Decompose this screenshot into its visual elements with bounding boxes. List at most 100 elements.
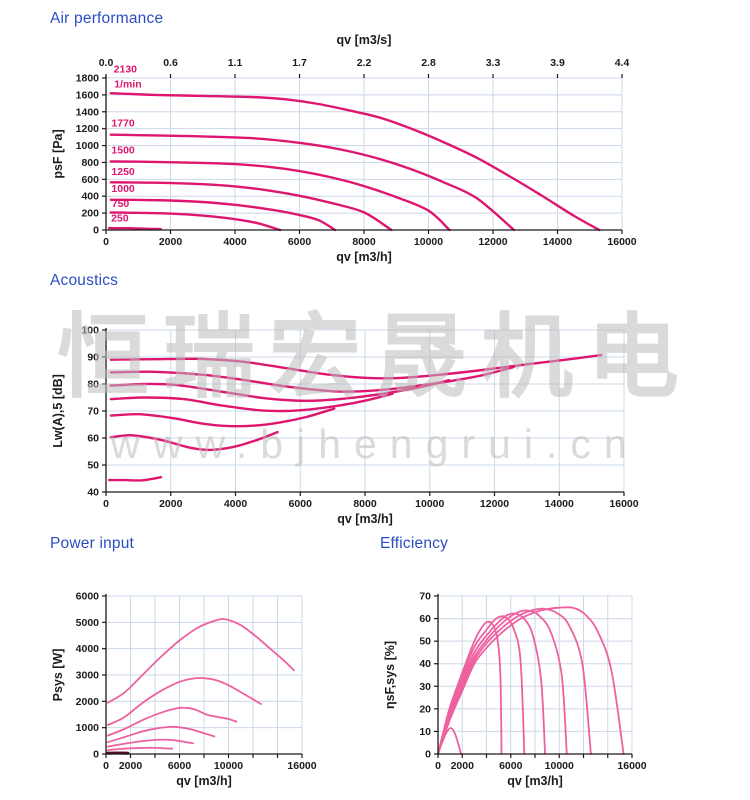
x-tick-label: 16000 [287,760,316,772]
x-tick-label: 0 [103,498,109,510]
y-tick-label: 1000 [76,722,100,734]
power-input-chart: 0 2000 6000 10000 16000 0 1000 2000 3000 4000 5000… [40,558,360,800]
efficiency-svg: 0 2000 6000 10000 16000 0 10 20 30 40 50 60 70 qv [m3… [383,591,647,789]
x-top-tick-label: 2.2 [357,57,372,69]
x-tick-label: 10000 [214,760,243,772]
acoustics-title: Acoustics [50,272,119,289]
air_performance-svg: 0 2000 4000 6000 8000 10000 12000 14000 16000 0 20… [51,33,637,264]
y-tick-label: 50 [419,636,431,648]
series-1770-curve [109,133,516,232]
x-tick-label: 2000 [119,760,143,772]
gridlines [105,595,303,755]
x-top-tick-label: 3.9 [550,57,565,69]
x-tick-label: 0 [103,760,109,772]
series-1770-curve [109,365,516,393]
air-performance-title: Air performance [50,10,164,27]
series-group [105,618,295,755]
acoustics-chart: 0 2000 4000 6000 8000 10000 12000 14000 16000 40 5… [40,300,700,538]
x-tick-label: 0 [103,236,109,248]
y-tick-label: 20 [419,703,431,715]
series-1250-curve [109,181,393,232]
x-tick-label: 10000 [414,236,443,248]
series-1250-curve [106,725,216,744]
series-1500-curve [109,160,451,232]
x-axis-title: qv [m3/h] [337,512,393,526]
series-2130-curve [106,618,295,704]
series-1000-curve [109,198,337,232]
x-tick-label: 6000 [289,498,313,510]
series-750-curve [109,430,279,452]
y-tick-label: 2000 [76,696,100,708]
series-2130-curve [109,353,603,380]
y-tick-label: 400 [81,191,99,203]
x-axis-title: qv [m3/h] [176,774,232,788]
x-top-tick-label: 4.4 [615,57,630,69]
curve-label-1250: 1250 [111,166,135,178]
power_input-svg: 0 2000 6000 10000 16000 0 1000 2000 3000 4000 5000… [51,591,317,789]
x-tick-label: 10000 [545,760,574,772]
power-input-title: Power input [50,535,135,552]
y-axis-title: psF [Pa] [51,129,65,178]
axes: 0 2000 4000 6000 8000 10000 12000 14000 16000 40 5… [51,325,639,527]
x-top-tick-label: 0.6 [163,57,178,69]
y-tick-label: 90 [87,352,99,364]
x-tick-label: 0 [435,760,441,772]
y-axis-title: Lw(A),5 [dB] [51,374,65,448]
series-group [108,353,603,482]
series-1000-curve [437,615,526,755]
y-tick-label: 800 [81,157,99,169]
axes: 0 2000 6000 10000 16000 0 10 20 30 40 50 60 70 qv [m3… [383,591,647,789]
y-tick-label: 3000 [76,670,100,682]
x-top-tick-label: 1.1 [228,57,243,69]
x-axis-title: qv [m3/h] [507,774,563,788]
x-tick-label: 12000 [480,498,509,510]
y-tick-label: 1200 [76,123,100,135]
series-group [108,92,601,232]
acoustics-svg: 0 2000 4000 6000 8000 10000 12000 14000 16000 40 5… [51,325,639,527]
y-tick-label: 6000 [76,591,100,603]
y-axis-title: ηsF,sys [%] [383,641,397,709]
series-250-curve [108,476,163,482]
x-top-tick-label: 0.0 [99,57,114,69]
series-group [437,606,625,755]
x-top-tick-label: 1.7 [292,57,307,69]
y-tick-label: 80 [87,379,99,391]
x-axis-title: qv [m3/h] [336,250,392,264]
y-tick-label: 1800 [76,73,100,85]
curve-label-750: 750 [112,198,130,210]
y-tick-label: 1600 [76,89,100,101]
efficiency-title: Efficiency [380,535,449,552]
y-tick-label: 1000 [76,140,100,152]
y-tick-label: 30 [419,681,431,693]
series-1000-curve [106,738,194,748]
y-tick-label: 0 [93,749,99,761]
y-tick-label: 60 [419,613,431,625]
series-2130-curve [109,92,601,232]
x-tick-label: 4000 [224,498,248,510]
x-tick-label: 10000 [415,498,444,510]
series-1500-curve [106,706,238,737]
series-1000-curve [109,407,336,428]
curve-label-1770: 1770 [111,118,135,130]
curve-label-1000: 1000 [111,183,135,195]
curve-label-250: 250 [111,213,129,225]
x-top-axis-title: qv [m3/s] [337,33,392,47]
y-tick-label: 70 [419,591,431,603]
gridlines [105,77,623,231]
series-1250-curve [109,392,394,413]
x-tick-label: 12000 [478,236,507,248]
y-tick-label: 0 [93,225,99,237]
air-performance-chart: 0 2000 4000 6000 8000 10000 12000 14000 16000 0 20… [40,28,700,280]
y-tick-label: 40 [87,487,99,499]
x-top-tick-label: 2.8 [421,57,436,69]
y-tick-label: 200 [81,208,99,220]
curve-label-1500: 1500 [111,145,135,157]
x-tick-label: 14000 [543,236,572,248]
x-tick-label: 6000 [168,760,192,772]
x-tick-label: 16000 [609,498,638,510]
y-tick-label: 50 [87,460,99,472]
x-tick-label: 16000 [607,236,636,248]
gridlines [105,329,625,493]
y-tick-label: 4000 [76,643,100,655]
